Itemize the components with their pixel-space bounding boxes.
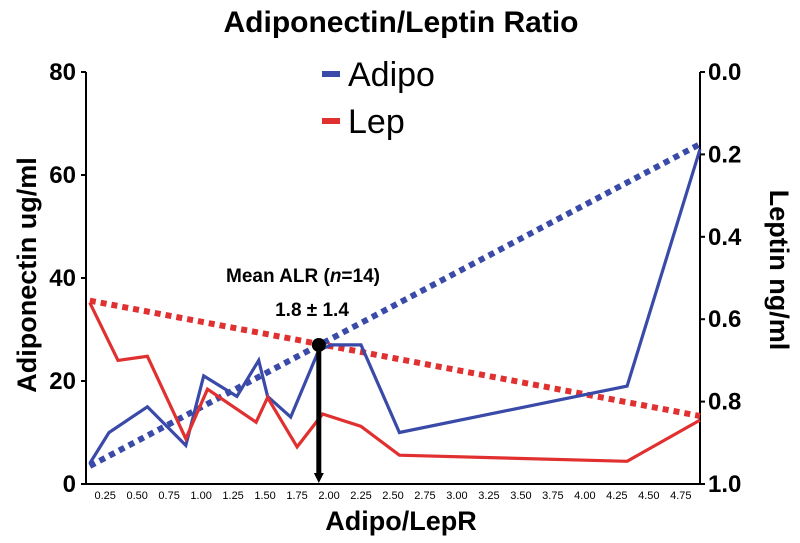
x-axis-label: Adipo/LepR xyxy=(325,506,476,536)
y-left-tick-label: 80 xyxy=(49,59,76,86)
y-right-tick-label: 0.0 xyxy=(708,59,741,86)
x-tick-label: 4.75 xyxy=(670,490,691,502)
x-tick-label: 3.75 xyxy=(542,490,563,502)
x-tick-label: 1.00 xyxy=(190,490,211,502)
tick-labels: 0 20 40 60 80 0.0 0.2 0.4 0.6 0.8 1.0 0.25 0.50 0.75 1… xyxy=(49,59,742,502)
x-tick-label: 3.50 xyxy=(510,490,531,502)
y-left-tick-label: 20 xyxy=(49,368,76,395)
x-tick-label: 2.25 xyxy=(350,490,371,502)
annotation-mean-label: Mean ALR (n=14) xyxy=(226,266,380,287)
x-tick-label: 4.00 xyxy=(574,490,595,502)
y-left-tick-label: 0 xyxy=(63,471,76,498)
legend-label-lep: Lep xyxy=(348,103,405,141)
y-right-tick-label: 0.4 xyxy=(708,224,742,251)
x-tick-label: 0.50 xyxy=(126,490,147,502)
x-tick-label: 2.00 xyxy=(318,490,339,502)
x-tick-label: 2.50 xyxy=(382,490,403,502)
trendline-lep xyxy=(89,297,701,419)
y-left-axis-label: Adiponectin ug/ml xyxy=(12,157,42,393)
x-tick-label: 0.75 xyxy=(158,490,179,502)
legend-label-adipo: Adipo xyxy=(348,56,435,94)
series-lines xyxy=(88,148,702,465)
annotation-point xyxy=(311,337,326,352)
x-tick-label: 1.25 xyxy=(222,490,243,502)
x-tick-label: 1.50 xyxy=(254,490,275,502)
mean-annotation: Mean ALR (n=14) 1.8 ± 1.4 xyxy=(226,266,380,483)
y-right-tick-label: 0.8 xyxy=(708,389,741,416)
chart-title: Adiponectin/Leptin Ratio xyxy=(224,6,579,39)
series-line-lep xyxy=(88,301,701,463)
annotation-value: 1.8 ± 1.4 xyxy=(275,300,349,321)
y-right-tick-label: 1.0 xyxy=(708,471,741,498)
x-tick-label: 0.25 xyxy=(94,490,115,502)
x-tick-label: 2.75 xyxy=(414,490,435,502)
y-left-tick-label: 60 xyxy=(49,162,76,189)
y-right-tick-label: 0.6 xyxy=(708,306,741,333)
trendline-adipo xyxy=(88,141,702,469)
x-tick-label: 3.00 xyxy=(446,490,467,502)
x-tick-label: 3.25 xyxy=(478,490,499,502)
legend: Adipo Lep xyxy=(322,56,435,141)
y-right-axis-label: Leptin ng/ml xyxy=(764,190,794,350)
x-tick-label: 4.50 xyxy=(638,490,659,502)
trendlines xyxy=(88,141,702,469)
x-tick-label: 4.25 xyxy=(606,490,627,502)
y-left-tick-label: 40 xyxy=(49,265,76,292)
x-tick-label: 1.75 xyxy=(286,490,307,502)
y-right-tick-label: 0.2 xyxy=(708,141,741,168)
